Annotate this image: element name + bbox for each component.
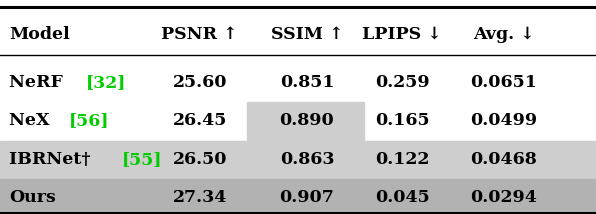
Text: SSIM ↑: SSIM ↑: [271, 26, 343, 43]
Text: Avg. ↓: Avg. ↓: [473, 26, 535, 43]
Text: 0.890: 0.890: [280, 112, 334, 129]
Text: 0.0651: 0.0651: [470, 74, 537, 91]
Text: Ours: Ours: [9, 189, 55, 207]
Text: 0.122: 0.122: [375, 151, 430, 168]
Text: 0.0499: 0.0499: [470, 112, 537, 129]
Text: 26.50: 26.50: [172, 151, 227, 168]
Bar: [0, 179, 596, 214]
Text: NeRF: NeRF: [9, 74, 69, 91]
Text: 25.60: 25.60: [172, 74, 227, 91]
Text: LPIPS ↓: LPIPS ↓: [362, 26, 442, 43]
Text: 26.45: 26.45: [172, 112, 227, 129]
Bar: [247, 102, 364, 140]
Text: 0.0468: 0.0468: [470, 151, 537, 168]
Text: PSNR ↑: PSNR ↑: [162, 26, 238, 43]
Text: 0.259: 0.259: [375, 74, 430, 91]
Text: 0.863: 0.863: [280, 151, 334, 168]
Text: 0.0294: 0.0294: [470, 189, 537, 207]
Text: 0.045: 0.045: [375, 189, 430, 207]
Text: NeX: NeX: [9, 112, 55, 129]
Text: 0.851: 0.851: [280, 74, 334, 91]
Text: [32]: [32]: [86, 74, 126, 91]
Text: [56]: [56]: [69, 112, 110, 129]
Text: 27.34: 27.34: [172, 189, 227, 207]
Text: IBRNet†: IBRNet†: [9, 151, 97, 168]
Bar: [0, 141, 596, 178]
Text: [55]: [55]: [122, 151, 162, 168]
Text: 0.907: 0.907: [280, 189, 334, 207]
Text: Model: Model: [9, 26, 70, 43]
Text: 0.165: 0.165: [375, 112, 430, 129]
